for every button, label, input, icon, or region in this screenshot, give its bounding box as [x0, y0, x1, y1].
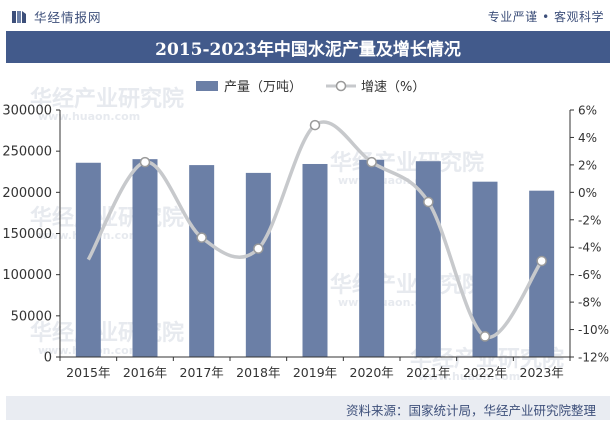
right-tick-label: -10% [578, 323, 609, 337]
left-tick-label: 100000 [2, 268, 52, 283]
x-tick-label: 2016年 [123, 365, 167, 380]
watermark-text: 华经产业研究院 [30, 320, 184, 346]
growth-point-2016年 [139, 156, 151, 168]
legend-line-label: 增速（%） [361, 80, 425, 95]
legend-bar-swatch [196, 81, 218, 91]
right-tick-label: -6% [578, 268, 601, 282]
watermark-url: www.huaon.com [418, 370, 520, 383]
brand-name: 华经情报网 [34, 10, 102, 25]
bar-2018年 [245, 172, 271, 357]
growth-point-2019年 [309, 119, 321, 131]
left-tick-label: 0 [44, 351, 52, 366]
right-tick-label: 4% [578, 131, 597, 145]
chart-title: 2015-2023年中国水泥产量及增长情况 [155, 39, 461, 60]
bar-2017年 [189, 165, 215, 357]
left-tick-label: 150000 [2, 227, 52, 242]
top-bar: 华经情报网 专业严谨 • 客观科学 [0, 0, 616, 30]
right-tick-label: -8% [578, 296, 601, 310]
growth-point-2021年 [423, 196, 434, 208]
right-tick-label: -2% [578, 213, 601, 227]
x-tick-label: 2018年 [236, 365, 280, 380]
right-tick-label: 2% [578, 158, 597, 172]
huajing-logo-icon [12, 10, 26, 23]
x-tick-label: 2022年 [463, 365, 507, 380]
watermark-text: 华经产业研究院 [30, 86, 184, 112]
x-tick-label: 2019年 [293, 365, 337, 380]
x-tick-label: 2023年 [520, 365, 564, 380]
growth-point-2018年 [253, 243, 264, 254]
growth-point-2022年 [479, 331, 491, 342]
right-tick-label: -4% [578, 241, 601, 255]
axes: 0 50000 100000 150000 200000 250000 300000 -12%… [2, 104, 609, 381]
growth-point-2017年 [196, 232, 207, 243]
bar-2022年 [472, 181, 498, 357]
left-tick-label: 300000 [2, 104, 52, 119]
legend-line-marker [335, 80, 347, 92]
source-note: 资料来源：国家统计局，华经产业研究院整理 [345, 403, 596, 418]
bar-2015年 [75, 162, 101, 357]
right-tick-label: -12% [578, 351, 609, 365]
bar-2019年 [302, 163, 328, 357]
right-tick-label: 6% [578, 104, 597, 118]
watermark-url: www.huaon.com [38, 110, 140, 123]
footer: 资料来源：国家统计局，华经产业研究院整理 [6, 396, 610, 420]
slogan: 专业严谨 • 客观科学 [487, 10, 604, 24]
x-tick-label: 2021年 [406, 365, 450, 380]
right-tick-label: 0% [578, 186, 597, 200]
watermark-text: 华经产业研究院 [330, 150, 484, 176]
left-tick-label: 50000 [11, 309, 52, 324]
bar-2016年 [132, 159, 158, 357]
bar-2021年 [415, 161, 441, 357]
growth-point-2023年 [536, 255, 547, 267]
x-tick-label: 2015年 [66, 365, 110, 380]
brand[interactable]: 华经情报网 [12, 7, 102, 26]
bar-2020年 [359, 159, 385, 357]
left-tick-label: 250000 [2, 145, 52, 160]
growth-point-2020年 [366, 156, 377, 168]
legend: 产量（万吨） 增速（%） [196, 80, 425, 95]
bar-series [75, 159, 555, 357]
x-tick-label: 2020年 [350, 365, 394, 380]
left-tick-label: 200000 [2, 186, 52, 201]
line-series [86, 119, 547, 342]
x-tick-label: 2017年 [180, 365, 224, 380]
title-band: 2015-2023年中国水泥产量及增长情况 [6, 31, 610, 63]
legend-bar-label: 产量（万吨） [224, 80, 302, 95]
